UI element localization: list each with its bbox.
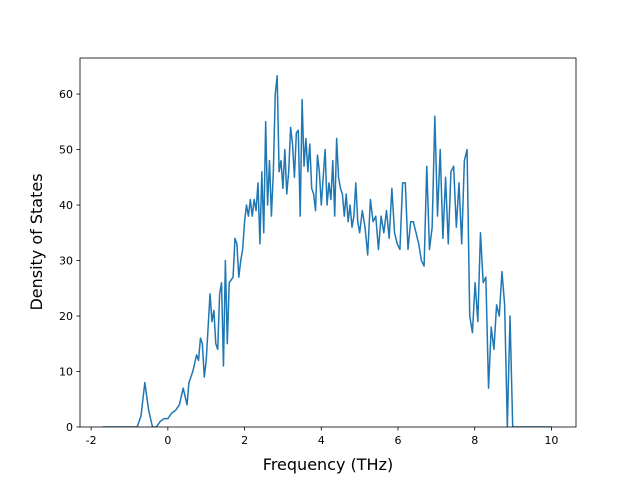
y-tick-label: 0 [66, 421, 73, 434]
y-tick-label: 50 [59, 144, 73, 157]
x-tick-label: 0 [164, 434, 171, 447]
x-tick-label: -2 [86, 434, 97, 447]
x-tick-label: 8 [471, 434, 478, 447]
plot-frame [79, 57, 577, 428]
data-line [102, 75, 552, 427]
y-tick-label: 40 [59, 199, 73, 212]
y-tick-label: 20 [59, 310, 73, 323]
x-tick-label: 6 [395, 434, 402, 447]
y-tick-label: 10 [59, 366, 73, 379]
x-tick-label: 10 [544, 434, 558, 447]
y-tick-label: 30 [59, 255, 73, 268]
x-tick-label: 2 [241, 434, 248, 447]
y-axis-label: Density of States [27, 173, 46, 310]
x-axis-label: Frequency (THz) [263, 455, 393, 474]
y-tick-label: 60 [59, 88, 73, 101]
x-tick-label: 4 [318, 434, 325, 447]
